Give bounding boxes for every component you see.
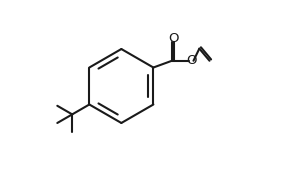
- Text: O: O: [186, 54, 197, 67]
- Text: O: O: [168, 31, 178, 45]
